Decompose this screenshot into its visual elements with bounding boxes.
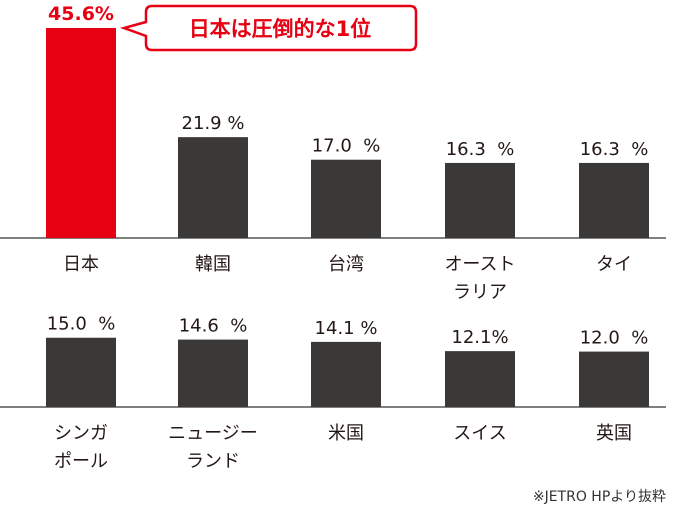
source-note: ※JETRO HPより抜粋 [532,489,666,505]
category-label: シンガ [54,423,108,444]
bar [46,28,116,238]
category-label: ニュージー [168,423,258,444]
bar [311,159,381,238]
bar [46,337,116,407]
data-label: 16.3 % [446,139,515,160]
bar [445,351,515,407]
bar [579,162,649,238]
category-label: ポール [54,451,108,472]
data-label: 12.1% [451,327,508,348]
bar [311,341,381,407]
category-label: 台湾 [328,254,364,275]
bar [178,339,248,407]
bar [445,162,515,238]
category-label: タイ [596,254,632,275]
category-label: 英国 [596,423,632,444]
data-label: 12.0 % [580,328,649,349]
data-label: 17.0 % [312,136,381,157]
category-label: 米国 [328,423,364,444]
callout-box: 日本は圧倒的な1位 [119,4,418,52]
data-label: 45.6% [48,3,114,25]
category-label: オースト [444,254,515,275]
data-label: 14.1 % [315,318,378,339]
bar [178,137,248,238]
data-label: 15.0 % [47,314,116,335]
data-label: 21.9 % [182,113,245,134]
callout-text: 日本は圧倒的な1位 [189,17,372,41]
category-label: 韓国 [195,254,231,275]
data-label: 16.3 % [580,139,649,160]
category-label: スイス [453,423,506,444]
data-label: 14.6 % [179,316,248,337]
category-label: 日本 [63,254,99,275]
callout-border [119,4,418,52]
category-label: ラリア [453,282,507,303]
category-label: ランド [186,451,240,472]
bar [579,351,649,407]
